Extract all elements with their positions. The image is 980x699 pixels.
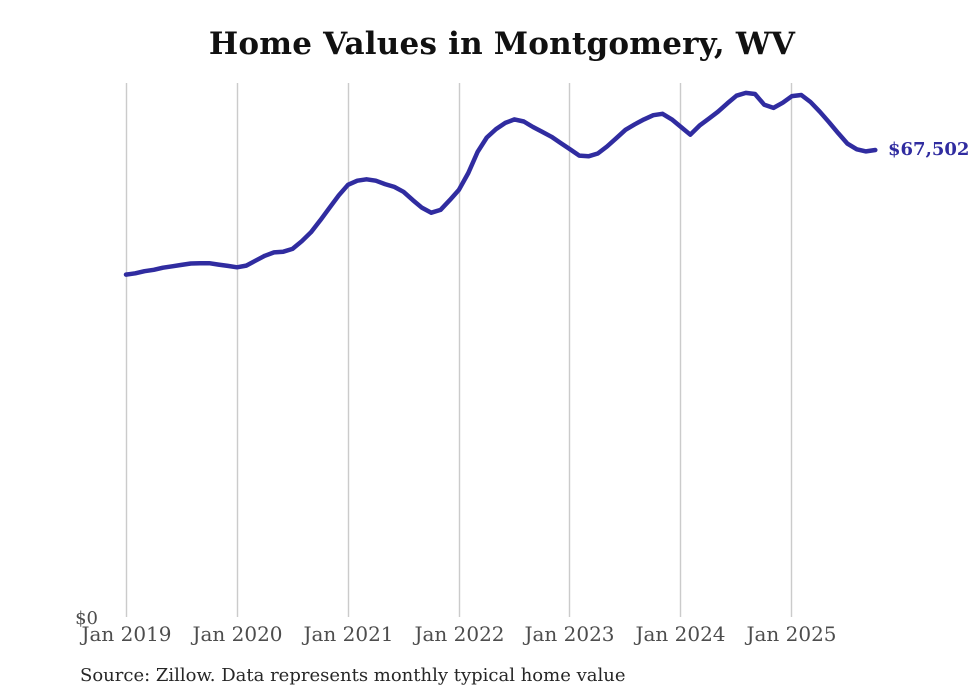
- x-tick-label: Jan 2024: [635, 622, 726, 646]
- x-tick-label: Jan 2019: [81, 622, 172, 646]
- x-tick-label: Jan 2022: [414, 622, 505, 646]
- x-tick-label: Jan 2020: [192, 622, 283, 646]
- x-tick-label: Jan 2021: [303, 622, 394, 646]
- source-note: Source: Zillow. Data represents monthly …: [80, 665, 626, 686]
- chart-title: Home Values in Montgomery, WV: [208, 26, 796, 62]
- latest-value-label: $67,502: [888, 139, 970, 160]
- home-value-line: [123, 90, 878, 277]
- x-tick-label: Jan 2025: [746, 622, 837, 646]
- x-tick-label: Jan 2023: [524, 622, 615, 646]
- y-axis-zero-label: $0: [75, 608, 98, 629]
